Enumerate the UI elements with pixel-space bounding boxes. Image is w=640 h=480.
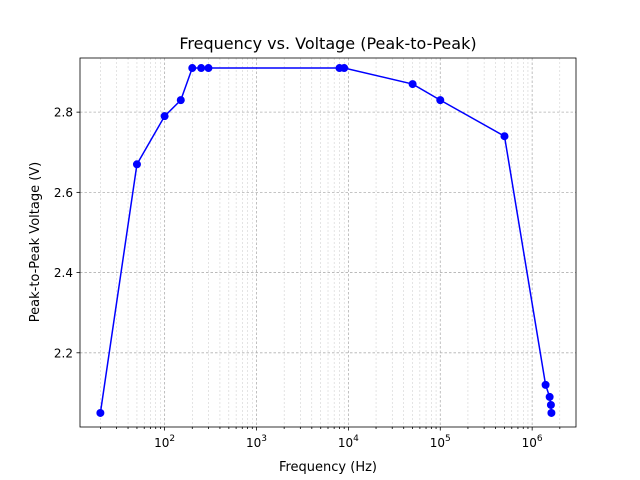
x-axis-label: Frequency (Hz) xyxy=(279,460,377,475)
x-tick-label: 102 xyxy=(154,434,175,450)
data-point xyxy=(545,392,554,401)
data-point xyxy=(547,408,556,417)
data-point xyxy=(436,96,445,105)
y-axis-label: Peak-to-Peak Voltage (V) xyxy=(28,162,43,322)
data-point xyxy=(500,132,509,141)
y-tick-label: 2.8 xyxy=(54,106,73,120)
data-point xyxy=(188,64,197,73)
axis-ticks: 102 103 104 105 106 2.2 2.4 2.6 2.8 xyxy=(54,106,561,450)
data-point xyxy=(340,64,349,73)
data-point xyxy=(132,160,141,169)
y-tick-label: 2.4 xyxy=(54,266,73,280)
series xyxy=(96,64,556,417)
y-tick-label: 2.6 xyxy=(54,186,73,200)
x-tick-label: 105 xyxy=(430,434,451,450)
data-point xyxy=(408,80,417,89)
data-point xyxy=(176,96,185,105)
data-point xyxy=(160,112,169,121)
data-point xyxy=(204,64,213,73)
x-tick-label: 103 xyxy=(246,434,267,450)
series-line xyxy=(99,67,553,414)
chart-title: Frequency vs. Voltage (Peak-to-Peak) xyxy=(179,34,476,53)
y-tick-label: 2.2 xyxy=(54,346,73,360)
data-point xyxy=(541,380,550,389)
data-point xyxy=(546,400,555,409)
data-point xyxy=(96,408,105,417)
data-point xyxy=(197,64,206,73)
x-tick-label: 104 xyxy=(338,434,359,450)
x-tick-label: 106 xyxy=(522,434,543,450)
grid xyxy=(80,58,576,427)
